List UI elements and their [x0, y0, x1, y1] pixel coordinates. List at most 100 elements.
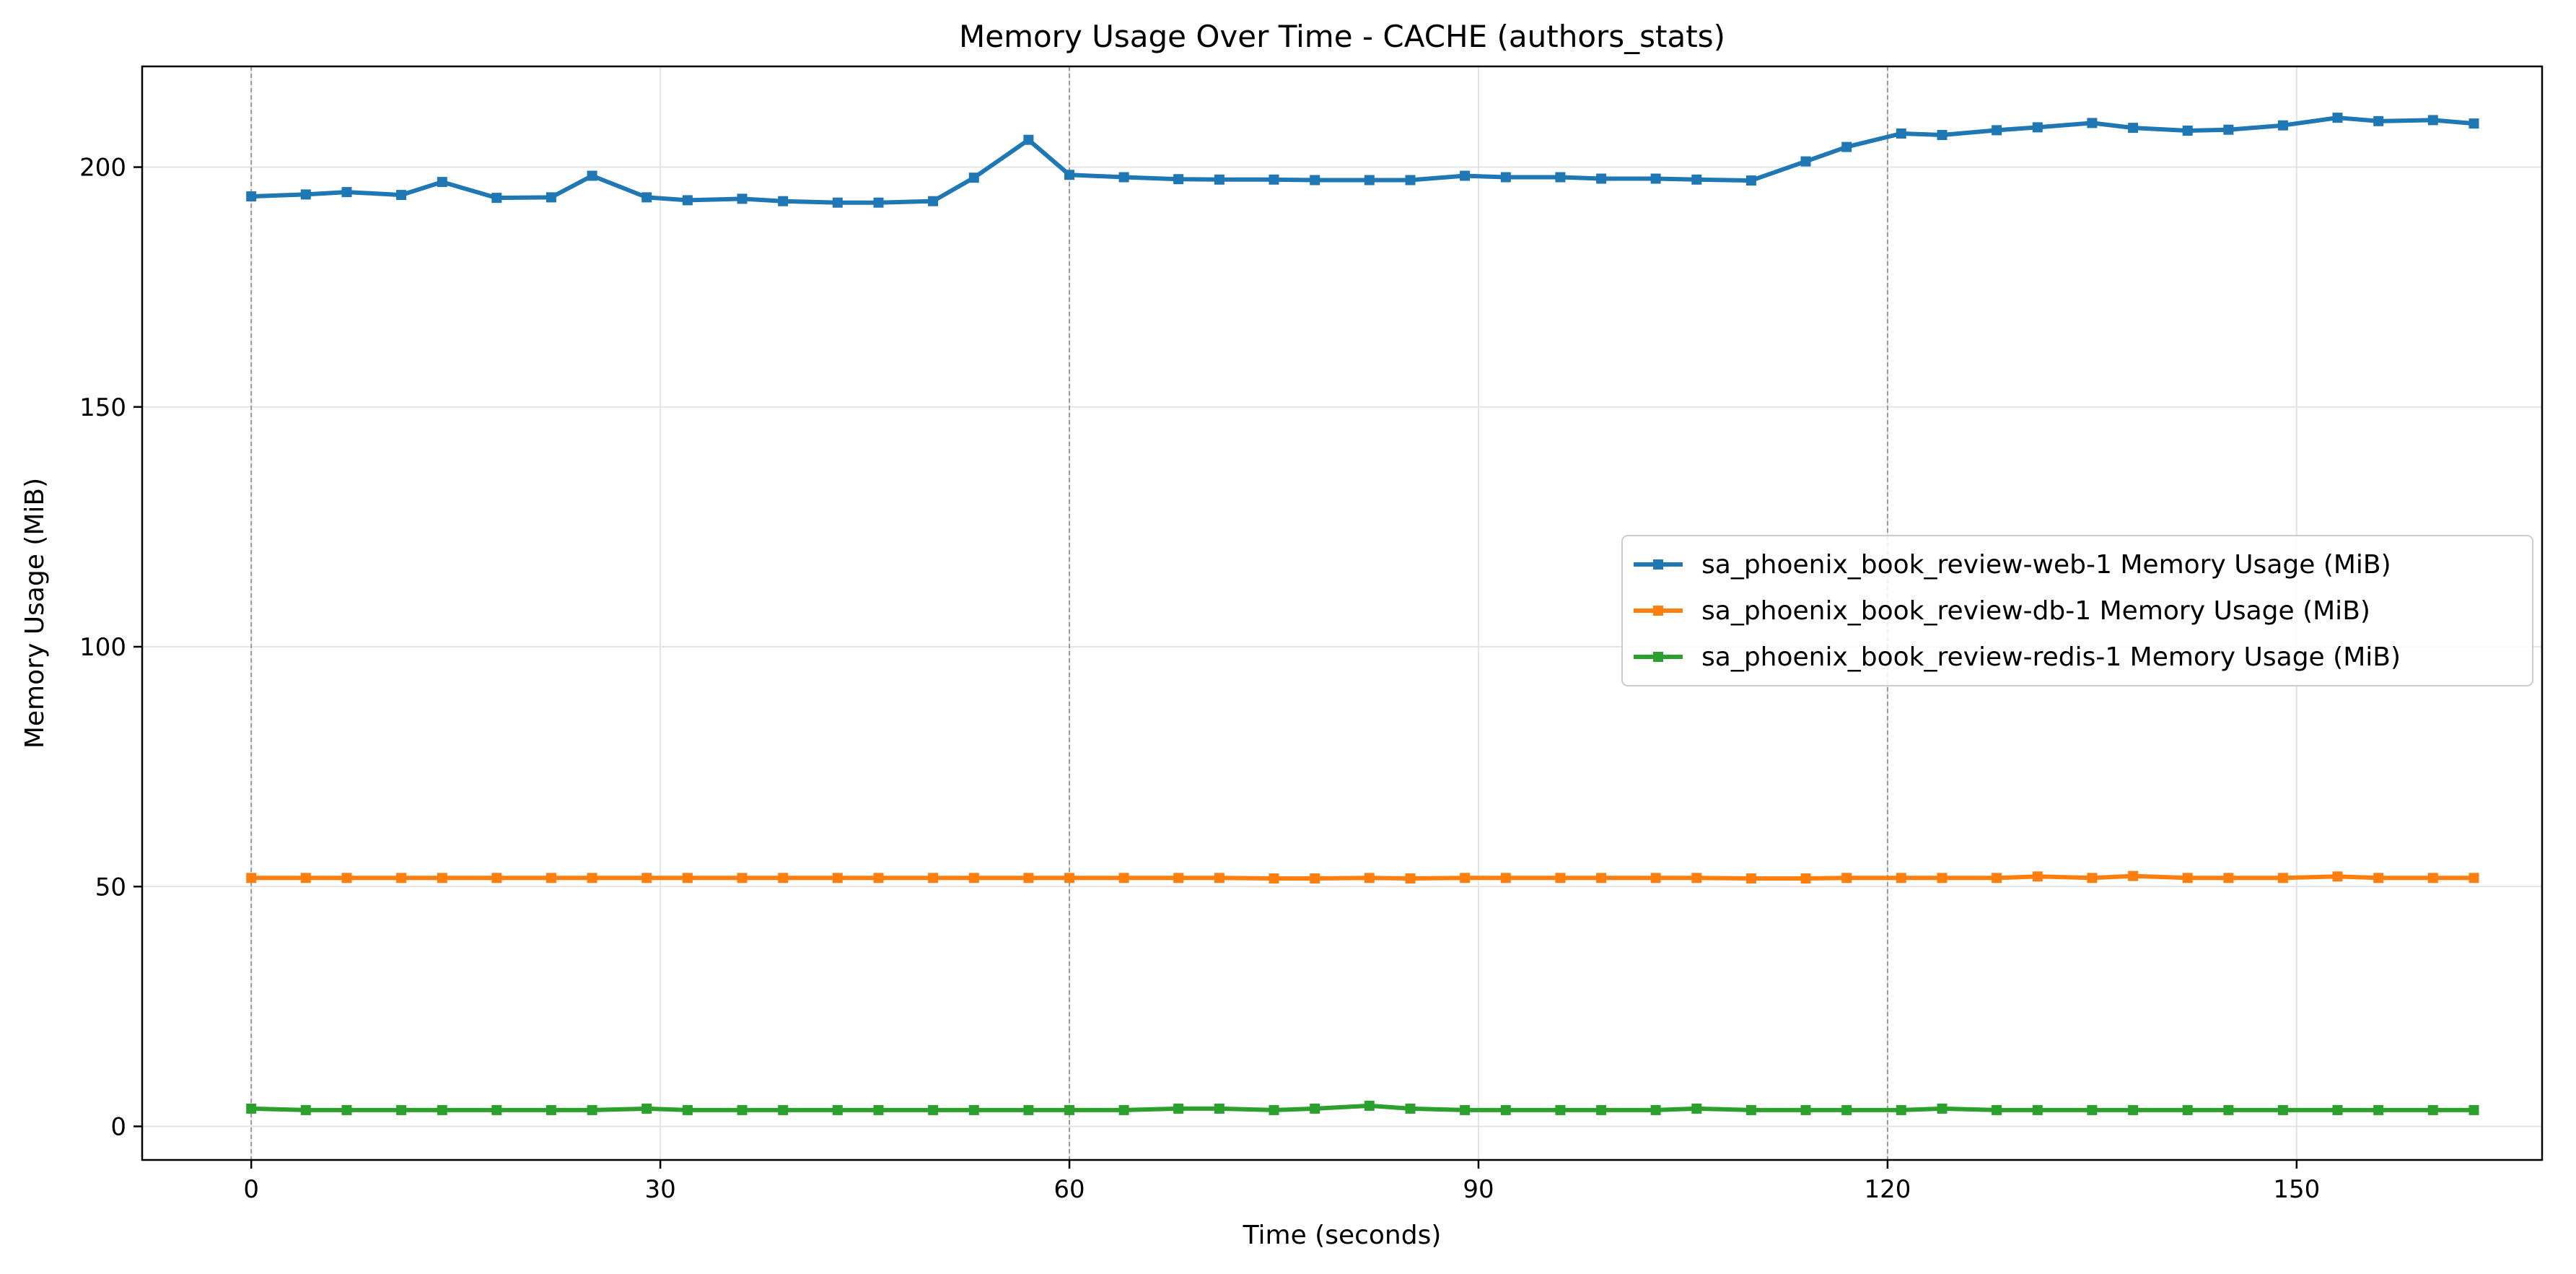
data-point	[2223, 124, 2234, 135]
data-point	[2032, 871, 2043, 882]
data-point	[1405, 175, 1416, 186]
data-point	[437, 177, 447, 188]
data-point	[1173, 174, 1184, 185]
data-point	[1310, 1103, 1320, 1114]
data-point	[1023, 873, 1034, 883]
data-point	[1460, 170, 1471, 181]
data-point	[1896, 128, 1906, 139]
data-point	[1214, 174, 1225, 185]
y-tick-label: 200	[79, 154, 126, 183]
data-point	[737, 193, 748, 204]
data-point	[1064, 1104, 1074, 1115]
data-point	[968, 1104, 979, 1115]
data-point	[546, 873, 556, 883]
data-point	[491, 193, 502, 204]
data-point	[1555, 873, 1566, 883]
y-tick-label: 50	[95, 873, 126, 902]
legend-item: sa_phoenix_book_review-db-1 Memory Usage…	[1634, 596, 2370, 626]
x-tick-label: 120	[1864, 1175, 1911, 1204]
data-point	[396, 873, 407, 883]
x-tick-label: 150	[2273, 1175, 2320, 1204]
data-point	[1896, 873, 1906, 883]
data-point	[2182, 126, 2193, 136]
data-point	[1310, 175, 1320, 186]
data-point	[682, 195, 693, 206]
data-point	[587, 1104, 597, 1115]
data-point	[2032, 1104, 2043, 1115]
data-point	[300, 873, 311, 883]
data-point	[1118, 172, 1129, 183]
data-point	[2087, 1104, 2098, 1115]
data-point	[2128, 871, 2139, 881]
data-point	[300, 189, 311, 200]
data-point	[1992, 873, 2002, 883]
data-point	[2332, 871, 2343, 882]
x-tick-label: 0	[243, 1175, 259, 1204]
data-point	[2332, 113, 2343, 123]
x-tick-label: 30	[644, 1175, 675, 1204]
data-point	[246, 873, 257, 883]
series-layer	[246, 113, 2479, 1115]
data-point	[1269, 873, 1279, 883]
y-tick-label: 0	[110, 1112, 126, 1141]
data-point	[341, 873, 352, 883]
data-point	[1173, 1103, 1184, 1114]
legend-item: sa_phoenix_book_review-redis-1 Memory Us…	[1634, 642, 2401, 672]
data-point	[2373, 873, 2384, 883]
data-point	[341, 187, 352, 198]
data-point	[641, 192, 652, 203]
data-point	[682, 873, 693, 883]
data-point	[2373, 1104, 2384, 1115]
data-point	[1555, 1104, 1566, 1115]
data-point	[246, 1103, 257, 1114]
data-point	[1650, 1104, 1661, 1115]
data-point	[2427, 115, 2438, 126]
data-point	[1937, 130, 1948, 140]
data-point	[1691, 873, 1702, 883]
data-point	[2032, 122, 2043, 133]
data-point	[1841, 873, 1852, 883]
data-point	[1841, 1104, 1852, 1115]
data-point	[2128, 123, 2139, 134]
series-2	[246, 871, 2479, 883]
x-axis-label: Time (seconds)	[1243, 1221, 1442, 1250]
x-tick-label: 90	[1463, 1175, 1494, 1204]
data-point	[246, 191, 257, 202]
data-point	[2182, 1104, 2193, 1115]
legend-swatch-marker	[1653, 606, 1663, 616]
data-point	[1650, 873, 1661, 883]
data-point	[968, 873, 979, 883]
data-point	[832, 197, 843, 208]
data-point	[1596, 173, 1607, 184]
data-point	[396, 190, 407, 201]
data-point	[2128, 1104, 2139, 1115]
data-point	[873, 873, 884, 883]
data-point	[2427, 1104, 2438, 1115]
data-point	[2373, 115, 2384, 126]
data-point	[1992, 125, 2002, 136]
data-point	[778, 196, 789, 206]
series-1	[246, 113, 2479, 208]
data-point	[1405, 1103, 1416, 1114]
data-point	[546, 1104, 556, 1115]
data-point	[778, 1104, 789, 1115]
data-point	[2087, 873, 2098, 883]
data-point	[1500, 873, 1511, 883]
data-point	[832, 1104, 843, 1115]
data-point	[1064, 873, 1074, 883]
legend-swatch-marker	[1653, 652, 1663, 662]
data-point	[587, 170, 597, 181]
data-point	[341, 1104, 352, 1115]
data-point	[1023, 134, 1034, 145]
data-point	[2277, 1104, 2288, 1115]
data-point	[1214, 1103, 1225, 1114]
legend-label: sa_phoenix_book_review-web-1 Memory Usag…	[1701, 550, 2391, 580]
data-point	[1310, 873, 1320, 883]
data-point	[778, 873, 789, 883]
data-point	[682, 1104, 693, 1115]
data-point	[641, 1103, 652, 1114]
data-point	[2087, 118, 2098, 128]
data-point	[928, 1104, 939, 1115]
data-point	[2277, 120, 2288, 131]
